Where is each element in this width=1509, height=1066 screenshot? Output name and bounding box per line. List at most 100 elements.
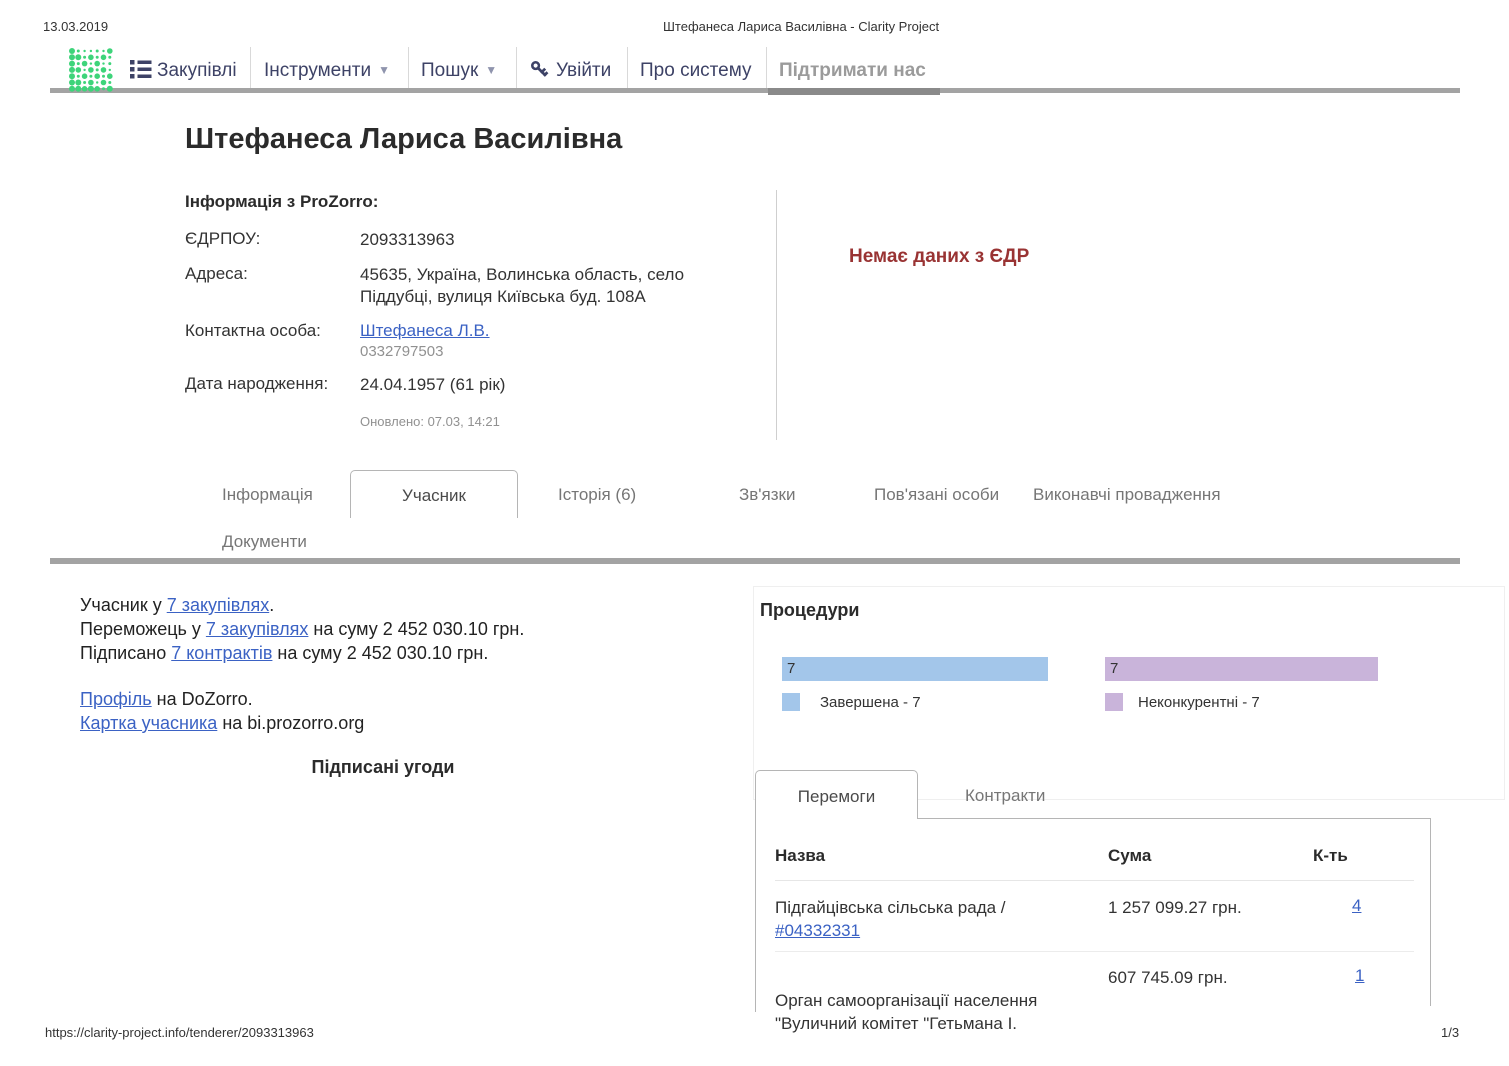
- stats-text: Підписано: [80, 643, 172, 663]
- stats-line-bi-prozorro: Картка учасника на bi.prozorro.org: [80, 711, 700, 735]
- tab-information[interactable]: Інформація: [222, 485, 313, 504]
- nav-bottom-bar: [50, 88, 1460, 93]
- stats-line-participant: Учасник у 7 закупівлях.: [80, 593, 700, 617]
- table-row: Підгайцівська сільська рада / #04332331: [775, 896, 1105, 942]
- stats-text: на суму 2 452 030.10 грн.: [272, 643, 489, 663]
- column-header-sum: Сума: [1108, 846, 1152, 865]
- row-sum: 607 745.09 грн.: [1108, 968, 1228, 987]
- tab-relations[interactable]: Зв'язки: [739, 485, 796, 504]
- row-count-link[interactable]: 4: [1352, 896, 1362, 915]
- nav-item-about-label: Про систему: [640, 60, 752, 81]
- bi-prozorro-card-link[interactable]: Картка учасника: [80, 713, 218, 733]
- panel-tab-wins-label: Перемоги: [797, 787, 876, 806]
- procedures-title: Процедури: [760, 600, 860, 620]
- stats-line-winner: Переможець у 7 закупівлях на суму 2 452 …: [80, 617, 700, 641]
- table-header-divider: [775, 880, 1414, 881]
- stats-text: Переможець у: [80, 619, 206, 639]
- contracts-count-link[interactable]: 7 контрактів: [171, 643, 273, 663]
- nav-item-donate[interactable]: Підтримати нас: [779, 60, 926, 82]
- print-footer-page-number: 1/3: [1441, 1025, 1460, 1040]
- page-title: Штефанеса Лариса Василівна: [185, 123, 623, 155]
- contact-person-link[interactable]: Штефанеса Л.В.: [360, 321, 490, 340]
- procurements-count-link[interactable]: 7 закупівлях: [166, 595, 270, 615]
- chevron-down-icon: ▼: [378, 63, 390, 77]
- nav-donate-underline: [768, 88, 940, 95]
- stats-text: .: [269, 595, 275, 615]
- nav-separator: [627, 47, 628, 89]
- legend-swatch-noncompetitive: [1105, 693, 1123, 711]
- nav-item-search-label: Пошук: [421, 60, 479, 81]
- stats-text: на DoZorro.: [151, 689, 253, 709]
- stats-line-dozorro: Профіль на DoZorro.: [80, 687, 700, 711]
- tab-documents[interactable]: Документи: [222, 532, 307, 551]
- row-sum: 1 257 099.27 грн.: [1108, 898, 1242, 917]
- print-date: 13.03.2019: [43, 19, 109, 34]
- nav-item-search[interactable]: Пошук ▼: [421, 60, 497, 82]
- nav-item-procurements[interactable]: Закупівлі: [157, 60, 237, 82]
- nav-item-login-label: Увійти: [556, 60, 612, 81]
- edr-no-data-notice: Немає даних з ЄДР: [849, 246, 1030, 267]
- nav-item-tools-label: Інструменти: [264, 60, 372, 81]
- nav-separator: [408, 47, 409, 89]
- row-buyer-name: Підгайцівська сільська рада /: [775, 898, 1006, 917]
- key-icon: [529, 59, 551, 81]
- row-count-link[interactable]: 1: [1355, 966, 1365, 985]
- wins-count-link[interactable]: 7 закупівлях: [205, 619, 309, 639]
- birthdate-label: Дата народження:: [185, 374, 329, 393]
- list-icon: [130, 60, 152, 79]
- dozorro-profile-link[interactable]: Профіль: [80, 689, 152, 709]
- legend-swatch-completed: [782, 693, 800, 711]
- nav-item-about[interactable]: Про систему: [640, 60, 752, 82]
- panel-tab-contracts[interactable]: Контракти: [965, 786, 1046, 805]
- edrpou-label: ЄДРПОУ:: [185, 229, 261, 248]
- signed-agreements-title: Підписані угоди: [311, 757, 455, 777]
- stats-text: на bi.prozorro.org: [217, 713, 365, 733]
- tab-history[interactable]: Історія (6): [558, 485, 637, 504]
- tabs-bottom-bar: [50, 558, 1460, 564]
- panel-tab-wins[interactable]: Перемоги: [755, 770, 918, 819]
- spacer: [80, 665, 700, 687]
- panel-border-top: [916, 818, 1430, 819]
- clarity-logo-icon[interactable]: [68, 47, 114, 93]
- row-buyer-name: Орган самоорганізації населення "Вулични…: [775, 991, 1038, 1033]
- tab-related-persons[interactable]: Пов'язані особи: [874, 485, 1000, 504]
- nav-item-procurements-label: Закупівлі: [157, 60, 237, 81]
- tab-enforcement[interactable]: Виконавчі провадження: [1033, 485, 1221, 504]
- row-buyer-edrpou-link[interactable]: #04332331: [775, 921, 861, 940]
- address-label: Адреса:: [185, 264, 248, 283]
- birthdate-value: 24.04.1957 (61 рік): [360, 375, 506, 394]
- address-value: 45635, Україна, Волинська область, село …: [360, 265, 685, 306]
- edrpou-value: 2093313963: [360, 230, 455, 249]
- legend-label-completed: Завершена - 7: [820, 694, 921, 711]
- legend-label-noncompetitive: Неконкурентні - 7: [1138, 694, 1260, 711]
- nav-item-donate-label: Підтримати нас: [779, 60, 926, 81]
- print-footer-url: https://clarity-project.info/tenderer/20…: [45, 1025, 314, 1040]
- nav-separator: [516, 47, 517, 89]
- table-row: Орган самоорганізації населення "Вулични…: [775, 966, 1105, 1035]
- stats-text: Учасник у: [80, 595, 167, 615]
- panel-border-left: [755, 818, 756, 1012]
- nav-item-tools[interactable]: Інструменти ▼: [264, 60, 390, 82]
- contact-phone: 0332797503: [360, 343, 444, 360]
- column-header-count: К-ть: [1313, 846, 1348, 865]
- info-divider: [776, 190, 777, 440]
- nav-item-login[interactable]: Увійти: [556, 60, 611, 82]
- prozorro-section-title: Інформація з ProZorro:: [185, 192, 379, 211]
- procedures-card: [753, 586, 1505, 800]
- contact-label: Контактна особа:: [185, 321, 321, 340]
- chevron-down-icon: ▼: [485, 63, 498, 77]
- bar-noncompetitive[interactable]: 7: [1105, 657, 1378, 681]
- print-title: Штефанеса Лариса Василівна - Clarity Pro…: [663, 19, 940, 34]
- updated-timestamp: Оновлено: 07.03, 14:21: [360, 414, 500, 429]
- nav-separator: [766, 47, 767, 89]
- panel-border-right: [1430, 818, 1431, 1006]
- tab-participant-label: Учасник: [402, 486, 466, 505]
- stats-line-signed: Підписано 7 контрактів на суму 2 452 030…: [80, 641, 700, 665]
- nav-separator: [250, 47, 251, 89]
- participant-stats: Учасник у 7 закупівлях. Переможець у 7 з…: [80, 593, 700, 735]
- bar-completed[interactable]: 7: [782, 657, 1048, 681]
- tab-participant[interactable]: Учасник: [350, 470, 518, 518]
- column-header-name: Назва: [775, 846, 826, 865]
- stats-text: на суму 2 452 030.10 грн.: [308, 619, 525, 639]
